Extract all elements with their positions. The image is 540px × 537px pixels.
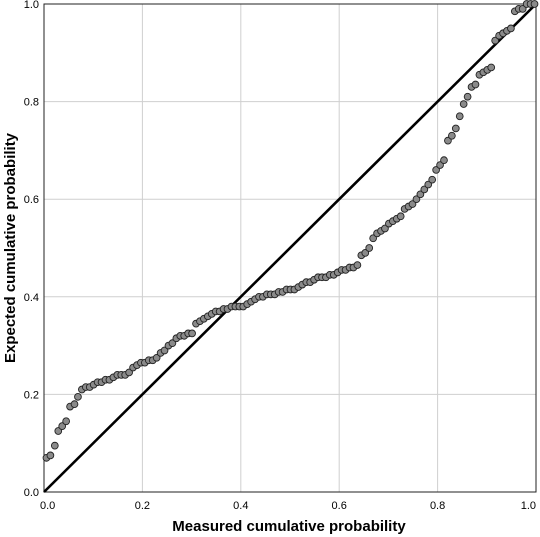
x-axis-title: Measured cumulative probability	[172, 518, 406, 535]
data-point	[361, 249, 370, 257]
data-point	[62, 417, 70, 426]
y-tick-label: 0.2	[24, 389, 39, 401]
y-tick-label: 0.8	[24, 97, 39, 109]
data-point	[428, 175, 437, 184]
data-point	[152, 353, 161, 362]
y-tick-label: 0.0	[24, 487, 39, 499]
data-point	[436, 161, 444, 169]
y-axis-title: Expected cumulative probability	[2, 132, 19, 363]
x-tick-labels: 0.0 0.2 0.4 0.6 0.8 1.0	[40, 500, 536, 512]
data-point	[70, 400, 79, 409]
data-point	[188, 329, 196, 338]
x-tick-label: 0.6	[332, 500, 347, 512]
data-point	[168, 339, 177, 348]
data-point	[530, 0, 539, 8]
x-tick-label: 0.0	[40, 500, 55, 512]
x-tick-label: 0.4	[233, 500, 248, 512]
y-tick-label: 0.6	[24, 194, 39, 206]
data-point	[125, 368, 133, 377]
x-tick-label: 0.2	[135, 500, 150, 512]
data-point	[459, 100, 468, 108]
data-point	[408, 200, 417, 208]
data-point	[448, 131, 456, 140]
data-point	[432, 166, 440, 174]
data-point	[369, 234, 377, 243]
data-point	[444, 136, 452, 145]
data-point	[440, 156, 448, 165]
data-point	[518, 5, 527, 13]
data-point	[381, 224, 389, 233]
data-point	[491, 36, 500, 45]
data-point	[74, 392, 82, 401]
data-point	[412, 195, 421, 204]
data-point	[507, 24, 515, 33]
x-tick-label: 0.8	[430, 500, 445, 512]
data-point	[46, 451, 55, 460]
x-tick-label: 1.0	[521, 500, 536, 512]
data-point	[487, 63, 496, 72]
data-points	[42, 0, 539, 462]
data-point	[463, 92, 472, 101]
data-point	[396, 212, 405, 221]
data-point	[424, 180, 433, 189]
data-point	[451, 124, 460, 133]
data-point	[353, 261, 362, 269]
y-tick-labels: 0.0 0.2 0.4 0.6 0.8 1.0	[24, 0, 39, 499]
data-point	[50, 441, 59, 450]
data-point	[365, 244, 374, 252]
y-tick-label: 1.0	[24, 0, 39, 11]
plot-frame	[43, 3, 537, 493]
data-point	[54, 427, 63, 435]
data-point	[416, 190, 425, 199]
data-point	[471, 80, 480, 89]
data-point	[58, 422, 67, 430]
data-point	[160, 346, 169, 355]
data-point	[455, 112, 464, 121]
reference-diagonal-line	[43, 3, 537, 493]
y-tick-label: 0.4	[24, 292, 39, 304]
data-point	[420, 185, 429, 194]
